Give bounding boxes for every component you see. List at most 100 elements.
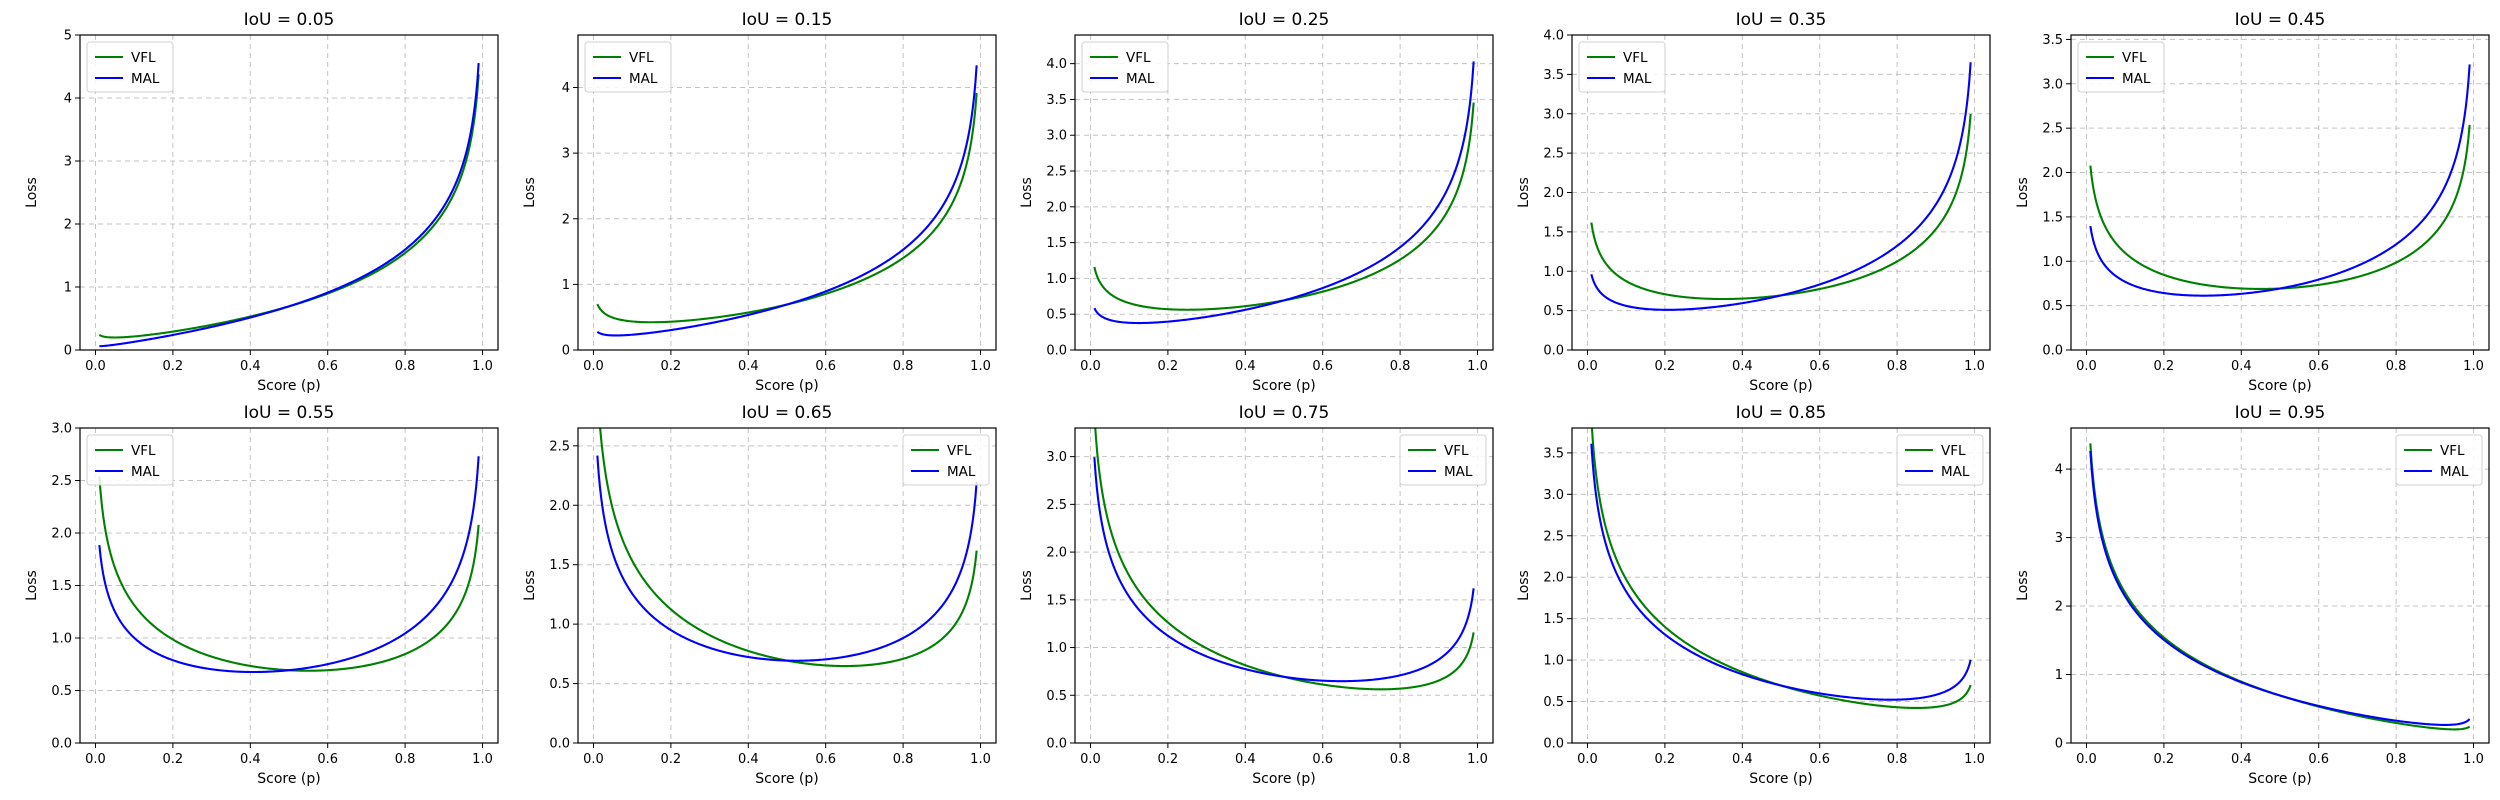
legend-box [2077, 41, 2165, 93]
series-line-mal [1590, 443, 1972, 701]
x-axis-label: Score (p) [1252, 378, 1315, 394]
series-line-vfl [2089, 443, 2471, 731]
y-tick-label: 3.5 [1543, 68, 1564, 83]
y-tick-label: 1.0 [1543, 265, 1564, 280]
x-tick-label: 0.8 [893, 359, 914, 374]
legend: VFL MAL [86, 434, 174, 486]
y-tick-label: 1.5 [1046, 236, 1067, 251]
chart-panel: 0.0 0.2 0.4 0.6 0.8 1.0 0.0 0.5 1.0 1.5 2.0 2.5 3.0 3… [1516, 403, 1991, 787]
x-tick-label: 0.0 [583, 359, 604, 374]
legend-label-mal: MAL [131, 71, 160, 87]
y-tick-label: 4.0 [1543, 29, 1564, 44]
x-tick-label: 0.8 [1887, 359, 1908, 374]
x-axis-label: Score (p) [755, 378, 818, 394]
y-tick-label: 0.0 [1543, 344, 1564, 359]
plot-frame [1074, 34, 1494, 351]
y-tick-label: 0.0 [549, 737, 570, 752]
y-tick-label: 3.0 [51, 422, 72, 437]
y-tick-label: 0.5 [2042, 299, 2063, 314]
x-tick-label: 0.4 [738, 359, 759, 374]
y-tick-label: 2.0 [1543, 571, 1564, 586]
y-tick-label: 2 [2055, 600, 2063, 615]
legend-label-vfl: VFL [2122, 50, 2147, 66]
legend: VFL MAL [1896, 434, 1984, 486]
chart-title: IoU = 0.75 [1239, 403, 1330, 423]
x-tick-label: 0.8 [1887, 752, 1908, 767]
legend: VFL MAL [86, 41, 174, 93]
plot-frame [79, 34, 499, 351]
x-axis-label: Score (p) [2248, 771, 2311, 787]
x-tick-label: 0.8 [395, 752, 416, 767]
legend-label-mal: MAL [131, 464, 160, 480]
x-tick-label: 0.0 [2076, 359, 2097, 374]
x-tick-label: 0.2 [1655, 359, 1676, 374]
legend: VFL MAL [1578, 41, 1666, 93]
x-tick-label: 0.0 [1577, 359, 1598, 374]
chart-panel: 0.0 0.2 0.4 0.6 0.8 1.0 0.0 0.5 1.0 1.5 2.0 2.5 3.0 3… [2015, 10, 2490, 394]
plot-frame [2070, 34, 2490, 351]
y-tick-label: 0.0 [1046, 737, 1067, 752]
legend-label-vfl: VFL [1941, 443, 1966, 459]
x-tick-label: 0.6 [1312, 359, 1333, 374]
x-tick-label: 1.0 [970, 752, 991, 767]
series-line-mal [1093, 457, 1475, 683]
x-tick-label: 0.0 [85, 359, 106, 374]
y-tick-label: 4.0 [1046, 57, 1067, 72]
y-tick-label: 2.5 [1543, 147, 1564, 162]
chart-title: IoU = 0.85 [1736, 403, 1827, 423]
x-tick-label: 0.6 [317, 752, 338, 767]
legend-label-mal: MAL [1941, 464, 1970, 480]
x-axis-label: Score (p) [1749, 771, 1812, 787]
x-tick-label: 0.8 [2386, 752, 2407, 767]
y-axis-label: Loss [1516, 177, 1532, 208]
chart-title: IoU = 0.05 [244, 10, 335, 30]
y-tick-label: 0 [64, 344, 72, 359]
x-tick-label: 0.8 [2386, 359, 2407, 374]
y-tick-label: 0.5 [1543, 304, 1564, 319]
legend-label-vfl: VFL [2440, 443, 2465, 459]
x-tick-label: 0.6 [2308, 359, 2329, 374]
series-line-mal [2089, 450, 2471, 726]
chart-panel: 0.0 0.2 0.4 0.6 0.8 1.0 0 1 2 3 4 5 IoU = 0.05 Score … [24, 10, 499, 394]
y-tick-label: 1.0 [1046, 272, 1067, 287]
x-tick-label: 0.0 [2076, 752, 2097, 767]
x-axis-label: Score (p) [755, 771, 818, 787]
y-tick-label: 1.0 [51, 632, 72, 647]
x-axis-label: Score (p) [257, 378, 320, 394]
y-tick-label: 3.0 [2042, 77, 2063, 92]
series-line-mal [1093, 61, 1475, 325]
x-axis-label: Score (p) [257, 771, 320, 787]
x-tick-label: 1.0 [1964, 752, 1985, 767]
x-tick-label: 0.4 [738, 752, 759, 767]
y-tick-label: 1.5 [1543, 612, 1564, 627]
legend: VFL MAL [2395, 434, 2483, 486]
y-tick-label: 2.5 [51, 474, 72, 489]
x-tick-label: 0.4 [240, 359, 261, 374]
x-axis-label: Score (p) [1749, 378, 1812, 394]
y-tick-label: 2.0 [1543, 186, 1564, 201]
y-tick-label: 2.5 [549, 439, 570, 454]
legend-label-vfl: VFL [1444, 443, 1469, 459]
y-tick-label: 0.5 [549, 677, 570, 692]
x-tick-label: 0.8 [1390, 359, 1411, 374]
legend-box [902, 434, 990, 486]
y-tick-label: 1 [2055, 668, 2063, 683]
series-line-vfl [596, 92, 978, 324]
series-line-vfl [98, 74, 480, 339]
x-tick-label: 0.2 [2154, 752, 2175, 767]
chart-panel: 0.0 0.2 0.4 0.6 0.8 1.0 0.0 0.5 1.0 1.5 2.0 2.5 3.0 3… [1516, 10, 1991, 394]
x-tick-label: 0.2 [1655, 752, 1676, 767]
x-tick-label: 1.0 [970, 359, 991, 374]
x-tick-label: 0.0 [1080, 752, 1101, 767]
x-tick-label: 1.0 [1467, 752, 1488, 767]
legend: VFL MAL [1399, 434, 1487, 486]
x-tick-label: 1.0 [2463, 752, 2484, 767]
series-line-mal [98, 456, 480, 674]
x-axis-label: Score (p) [1252, 771, 1315, 787]
legend-label-vfl: VFL [131, 50, 156, 66]
legend-label-mal: MAL [2440, 464, 2469, 480]
x-tick-label: 0.2 [163, 359, 184, 374]
y-tick-label: 1.5 [1543, 225, 1564, 240]
y-tick-label: 0.0 [2042, 344, 2063, 359]
